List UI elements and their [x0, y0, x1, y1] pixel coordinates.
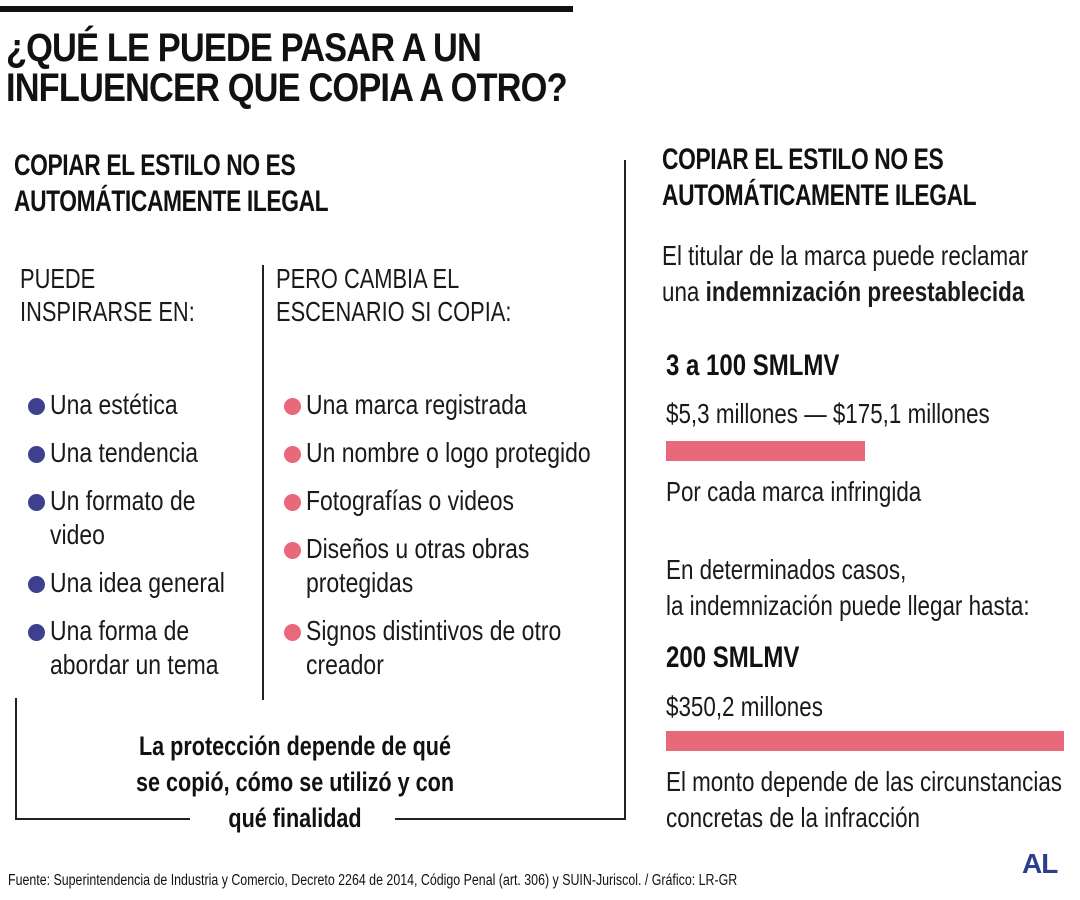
tier2-smlmv-text: 200 SMLMV [666, 641, 800, 674]
blue-bullet-icon [28, 624, 45, 641]
col1-heading-line-1: PUEDE [20, 263, 96, 294]
list-item-text: Una marca registrada [306, 389, 527, 420]
list-item-text: creador [306, 649, 384, 680]
top-rule [0, 6, 573, 12]
footer-text: El monto depende de las circunstancias c… [666, 764, 1080, 836]
right-heading-line-1: COPIAR EL ESTILO NO ES [662, 143, 944, 176]
brand-logo: AL [1022, 848, 1058, 879]
column-divider [262, 265, 264, 700]
page-title-line-2: INFLUENCER QUE COPIA A OTRO? [6, 66, 568, 110]
left-heading-line-2: AUTOMÁTICAMENTE ILEGAL [14, 185, 329, 218]
tier1-smlmv: 3 a 100 SMLMV [666, 348, 883, 384]
left-heading-line-1: COPIAR EL ESTILO NO ES [14, 149, 296, 182]
intro-line-2-bold: indemnización preestablecida [705, 276, 1025, 307]
col1-heading: PUEDE INSPIRARSE EN: [20, 262, 244, 328]
intro-line-2: una indemnización preestablecida [662, 274, 1028, 310]
list-item-text: video [50, 519, 105, 550]
right-heading: COPIAR EL ESTILO NO ES AUTOMÁTICAMENTE I… [662, 142, 1075, 214]
tier1-amount: $5,3 millones — $175,1 millones [666, 396, 1071, 432]
list-item-text: Fotografías o videos [306, 485, 515, 516]
tier2-amount: $350,2 millones [666, 689, 862, 725]
col2-heading-line-2: ESCENARIO SI COPIA: [276, 296, 512, 327]
blue-bullet-icon [28, 398, 45, 415]
footer-line-2: concretas de la infracción [666, 802, 921, 833]
list-item-text: Signos distintivos de otro [306, 615, 562, 646]
tier1-smlmv-text: 3 a 100 SMLMV [666, 349, 840, 382]
list-item-text: Una idea general [50, 567, 225, 598]
list-item-text: abordar un tema [50, 649, 219, 680]
list-item: Un formato de video [28, 484, 227, 552]
blue-bullet-icon [28, 446, 45, 463]
source-note: Fuente: Superintendencia de Industria y … [8, 872, 920, 890]
list-item: Una forma de abordar un tema [28, 614, 255, 682]
pink-bullet-icon [284, 446, 301, 463]
list-item: Diseños u otras obras protegidas [284, 532, 578, 600]
list-item-text: Un nombre o logo protegido [306, 437, 591, 468]
col2-heading-line-1: PERO CAMBIA EL [276, 263, 460, 294]
list-item: Una marca registrada [284, 388, 575, 422]
footer-line-1: El monto depende de las circunstancias [666, 766, 1062, 797]
pink-bullet-icon [284, 398, 301, 415]
page-title-line-1: ¿QUÉ LE PUEDE PASAR A UN [6, 26, 482, 70]
right-heading-line-2: AUTOMÁTICAMENTE ILEGAL [662, 179, 977, 212]
intro-text: El titular de la marca puede reclamar un… [662, 238, 1080, 310]
pink-bullet-icon [284, 624, 301, 641]
summary-text: La protección depende de qué se copió, c… [90, 728, 500, 836]
left-heading: COPIAR EL ESTILO NO ES AUTOMÁTICAMENTE I… [14, 148, 427, 220]
list-item-text: Una tendencia [50, 437, 199, 468]
list-item: Un nombre o logo protegido [284, 436, 653, 470]
middle-line-2: la indemnización puede llegar hasta: [666, 590, 1030, 621]
list-item: Signos distintivos de otro creador [284, 614, 617, 682]
summary-line-1: La protección depende de qué [138, 731, 452, 761]
list-item-text: Una estética [50, 389, 178, 420]
intro-line-1: El titular de la marca puede reclamar [662, 240, 1029, 271]
list-item: Una idea general [28, 566, 263, 600]
tier2-bar [666, 731, 1064, 751]
summary-line-3: qué finalidad [228, 803, 362, 833]
bracket-left [15, 698, 17, 820]
col2-heading: PERO CAMBIA EL ESCENARIO SI COPIA: [276, 262, 578, 328]
tier1-bar [666, 441, 865, 461]
bracket-bottom-left [15, 818, 190, 820]
list-item-text: Diseños u otras obras [306, 533, 530, 564]
blue-bullet-icon [28, 576, 45, 593]
tier1-amount-text: $5,3 millones — $175,1 millones [666, 398, 990, 429]
middle-text: En determinados casos, la indemnización … [666, 552, 1080, 624]
list-item: Fotografías o videos [284, 484, 560, 518]
summary-line-2: se copió, cómo se utilizó y con [135, 767, 455, 797]
list-item: Una estética [28, 388, 206, 422]
tier1-note: Por cada marca infringida [666, 474, 985, 510]
pink-bullet-icon [284, 494, 301, 511]
panel-divider [624, 160, 626, 820]
list-item: Una tendencia [28, 436, 231, 470]
list-item-text: Una forma de [50, 615, 190, 646]
list-item-text: protegidas [306, 567, 414, 598]
pink-bullet-icon [284, 542, 301, 559]
tier1-note-text: Por cada marca infringida [666, 476, 922, 507]
bracket-bottom-right [395, 818, 625, 820]
tier2-smlmv: 200 SMLMV [666, 640, 833, 676]
col1-heading-line-2: INSPIRARSE EN: [20, 296, 195, 327]
list-item-text: Un formato de [50, 485, 196, 516]
source-text: Fuente: Superintendencia de Industria y … [8, 872, 738, 889]
page-title: ¿QUÉ LE PUEDE PASAR A UN INFLUENCER QUE … [6, 28, 658, 108]
intro-line-2-prefix: una [662, 276, 706, 307]
tier2-amount-text: $350,2 millones [666, 691, 823, 722]
blue-bullet-icon [28, 494, 45, 511]
middle-line-1: En determinados casos, [666, 554, 907, 585]
